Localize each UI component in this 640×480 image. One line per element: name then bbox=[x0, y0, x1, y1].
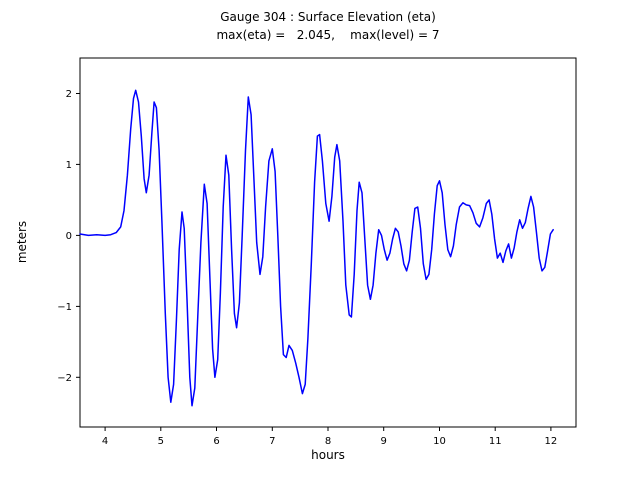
x-tick-label: 9 bbox=[381, 436, 387, 447]
y-tick-label: 2 bbox=[66, 89, 72, 100]
chart-title-block: Gauge 304 : Surface Elevation (eta) max(… bbox=[80, 8, 576, 44]
x-tick-label: 7 bbox=[269, 436, 275, 447]
x-tick-label: 11 bbox=[489, 436, 502, 447]
y-tick-label: 0 bbox=[66, 231, 72, 242]
y-tick-label: −2 bbox=[57, 373, 72, 384]
x-tick-label: 6 bbox=[213, 436, 219, 447]
x-tick-label: 10 bbox=[433, 436, 446, 447]
axes-frame bbox=[79, 57, 577, 428]
x-tick-label: 8 bbox=[325, 436, 331, 447]
y-tick-label: 1 bbox=[66, 160, 72, 171]
chart-title: Gauge 304 : Surface Elevation (eta) bbox=[220, 10, 436, 24]
x-axis-label: hours bbox=[311, 448, 345, 462]
x-tick-label: 4 bbox=[102, 436, 108, 447]
x-tick-label: 5 bbox=[158, 436, 164, 447]
y-tick-label: −1 bbox=[57, 302, 72, 313]
x-tick-label: 12 bbox=[545, 436, 558, 447]
eta-line bbox=[79, 89, 554, 407]
chart-subtitle: max(eta) = 2.045, max(level) = 7 bbox=[216, 28, 440, 42]
